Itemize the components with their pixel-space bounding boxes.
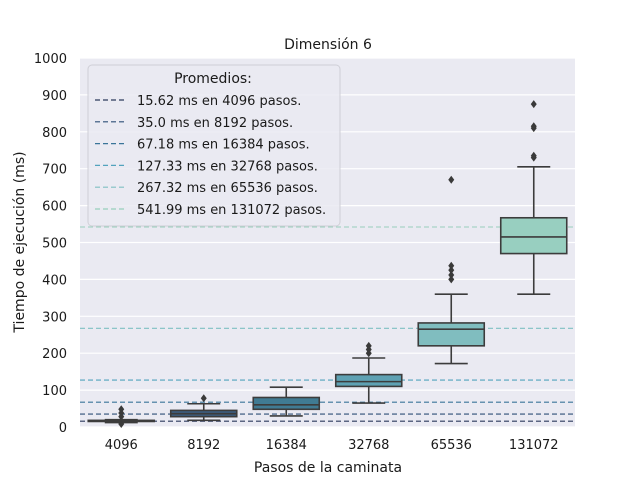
y-axis-ticks: 0 100 200 300 400 500 600 700 800 900 1000 [34, 52, 67, 436]
y-tick-label: 300 [42, 310, 67, 325]
outlier-point [448, 266, 455, 275]
y-tick-label: 0 [59, 421, 67, 436]
legend-entry: 15.62 ms en 4096 pasos. [137, 94, 301, 109]
x-tick-label: 16384 [266, 438, 307, 453]
y-tick-label: 400 [42, 273, 67, 288]
box-131072 [499, 100, 568, 295]
box-65536 [417, 175, 486, 365]
y-tick-label: 800 [42, 126, 67, 141]
outlier-point [118, 405, 125, 414]
box-16384 [252, 386, 321, 417]
box-iqr [499, 216, 568, 255]
y-tick-label: 200 [42, 347, 67, 362]
y-tick-label: 900 [42, 89, 67, 104]
box-8192 [169, 394, 238, 422]
x-tick-label: 4096 [105, 438, 138, 453]
outlier-point [448, 275, 455, 284]
x-axis-ticks: 4096 8192 16384 32768 65536 131072 [105, 438, 559, 453]
x-axis-label: Pasos de la caminata [254, 460, 402, 476]
outlier-point [448, 175, 455, 184]
box-iqr [252, 396, 321, 411]
legend-title: Promedios: [174, 71, 252, 87]
y-tick-label: 600 [42, 200, 67, 215]
y-tick-label: 500 [42, 237, 67, 252]
box-4096 [87, 405, 156, 429]
y-tick-label: 700 [42, 163, 67, 178]
x-tick-label: 32768 [348, 438, 389, 453]
legend-entry: 127.33 ms en 32768 pasos. [137, 159, 318, 174]
legend-entry: 541.99 ms en 131072 pasos. [137, 203, 326, 218]
legend: Promedios: 15.62 ms en 4096 pasos. 35.0 ms… [87, 64, 341, 227]
x-tick-label: 65536 [431, 438, 472, 453]
outlier-point [448, 261, 455, 270]
outlier-point [530, 122, 537, 131]
y-axis-label: Tiempo de ejecución (ms) [12, 151, 28, 333]
legend-entry: 267.32 ms en 65536 pasos. [137, 181, 318, 196]
mean-lines [80, 226, 575, 422]
legend-entry: 67.18 ms en 16384 pasos. [137, 138, 310, 153]
legend-frame [87, 64, 341, 227]
outlier-point [365, 341, 372, 350]
outlier-point [200, 394, 207, 403]
box-iqr [417, 322, 486, 347]
box-32768 [334, 341, 403, 404]
outlier-point [448, 270, 455, 279]
box-iqr [334, 373, 403, 388]
chart-title: Dimensión 6 [284, 37, 372, 53]
x-tick-label: 8192 [187, 438, 220, 453]
x-tick-label: 131072 [509, 438, 559, 453]
legend-entry: 35.0 ms en 8192 pasos. [137, 116, 293, 131]
y-tick-label: 1000 [34, 52, 67, 67]
outlier-point [530, 100, 537, 109]
box-plots [87, 100, 568, 429]
outlier-point [530, 151, 537, 160]
y-tick-label: 100 [42, 384, 67, 399]
outlier-point [118, 420, 125, 429]
